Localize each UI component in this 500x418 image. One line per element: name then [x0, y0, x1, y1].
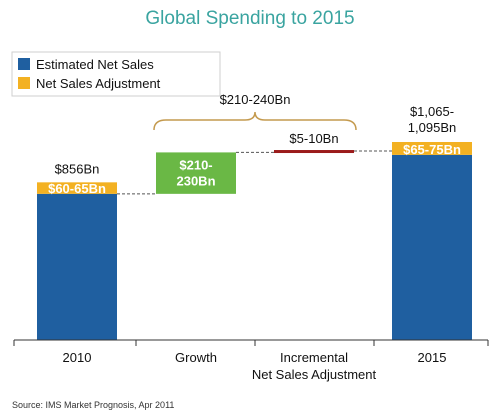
x-tick-label-0-0: 2010 — [63, 350, 92, 365]
label-2010-total: $856Bn — [55, 161, 100, 176]
x-tick-label-2-0: Incremental — [280, 350, 348, 365]
label-2015-total-line1: $1,065- — [410, 104, 454, 119]
legend-box — [11, 51, 221, 97]
bracket-growth-adjustment — [153, 111, 357, 131]
bar-incremental-adjustment — [274, 150, 354, 154]
label-2010-adjustment: $60-65Bn — [48, 181, 106, 196]
label-2015-adjustment: $65-75Bn — [403, 142, 461, 157]
bar-2010-net-sales — [37, 193, 117, 340]
legend-label-adjustment: Net Sales Adjustment — [36, 76, 161, 91]
label-bracket: $210-240Bn — [220, 92, 291, 107]
legend-swatch-adjustment — [18, 77, 30, 89]
x-tick-label-2-1: Net Sales Adjustment — [252, 367, 377, 382]
source-note: Source: IMS Market Prognosis, Apr 2011 — [12, 400, 174, 410]
x-tick-label-1-0: Growth — [175, 350, 217, 365]
x-tick-label-3-0: 2015 — [418, 350, 447, 365]
plot-area: $60-65Bn $856Bn $210-230Bn $5-10Bn $65-75Bn $… — [13, 92, 489, 382]
label-2015-total-line2: 1,095Bn — [408, 120, 456, 135]
label-growth-line1: $210- — [179, 157, 212, 172]
legend-label-net-sales: Estimated Net Sales — [36, 57, 154, 72]
chart-title: Global Spending to 2015 — [145, 8, 354, 29]
bar-2015-adjustment — [392, 142, 472, 155]
label-growth-line2: 230Bn — [176, 173, 215, 188]
bar-2015-net-sales — [392, 154, 472, 340]
bar-growth — [156, 152, 236, 194]
legend: Estimated Net Sales Net Sales Adjustment — [11, 51, 221, 97]
label-adjustment: $5-10Bn — [289, 131, 338, 146]
legend-swatch-net-sales — [18, 58, 30, 70]
bar-2010-adjustment — [37, 182, 117, 194]
